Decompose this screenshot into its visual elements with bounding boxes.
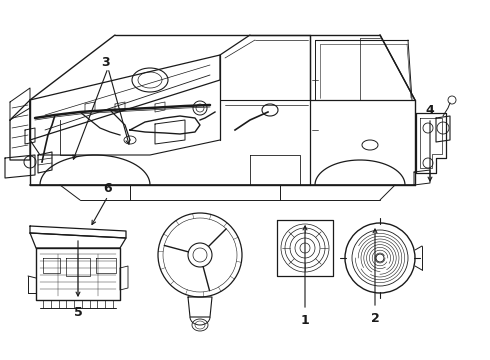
Text: 1: 1 xyxy=(301,314,309,327)
Text: 2: 2 xyxy=(370,311,379,324)
Text: 4: 4 xyxy=(426,104,434,117)
Text: 6: 6 xyxy=(104,181,112,194)
Text: 3: 3 xyxy=(100,55,109,68)
Text: 5: 5 xyxy=(74,306,82,319)
